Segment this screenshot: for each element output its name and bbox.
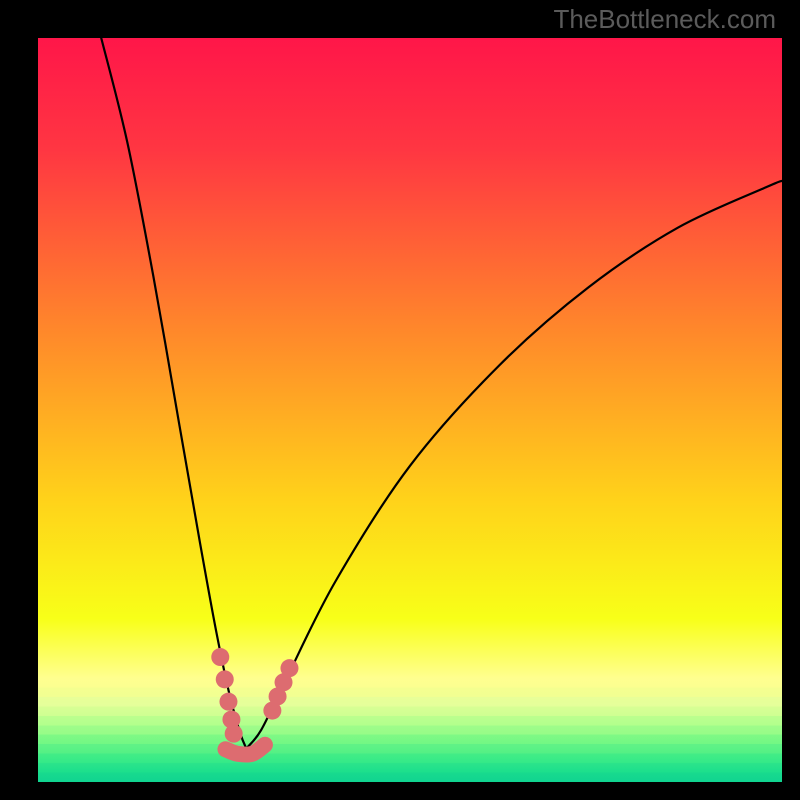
plot-area <box>38 38 782 782</box>
curve-right-branch <box>246 181 782 749</box>
marker-left-4 <box>225 725 243 743</box>
curve-layer <box>38 38 782 782</box>
marker-right-3 <box>280 659 298 677</box>
curve-left-branch <box>101 38 246 749</box>
marker-left-2 <box>219 693 237 711</box>
watermark: TheBottleneck.com <box>553 4 776 35</box>
marker-left-1 <box>216 670 234 688</box>
marker-left-0 <box>211 648 229 666</box>
